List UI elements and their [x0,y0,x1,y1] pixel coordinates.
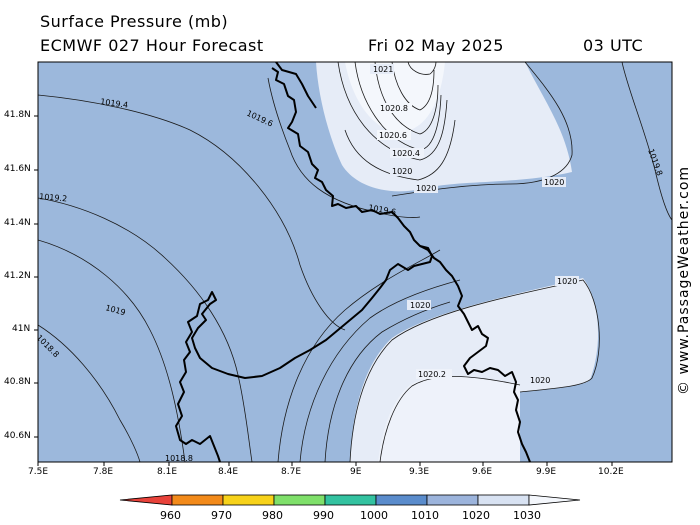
isobar-label-1019-2: 1019.2 [39,192,68,203]
colorbar-label-960: 960 [160,509,181,522]
isobar-1018-8 [38,324,141,462]
isobar-label-1020-north-b: 1020 [416,184,436,193]
lat-label-40-6: 40.6N [4,431,31,441]
isobar-label-1021: 1021 [373,65,393,74]
isobar-1019-2 [38,197,253,462]
colorbar-label-1030: 1030 [513,509,541,522]
isobar-1020-south [349,279,600,462]
mainland-coastline [275,62,317,109]
lon-label-9-9: 9.9E [536,467,556,477]
isobar-1019-6 [267,77,421,218]
isobar-label-1020-6: 1020.6 [379,131,407,140]
isobar-1020-north [391,62,573,197]
colorbar-label-990: 990 [313,509,334,522]
high-pressure-core-south [378,376,520,462]
lon-label-8-1: 8.1E [157,467,177,477]
lon-label-8-4: 8.4E [218,467,238,477]
corsica-coastline [175,67,433,462]
colorbar-label-1000: 1000 [360,509,388,522]
map-frame [37,61,673,463]
isobar-1020-6-north [374,62,439,135]
colorbar-label-1020: 1020 [462,509,490,522]
forecast-date: Fri 02 May 2025 [368,36,504,55]
isobar-label-1020-8: 1020.8 [380,104,408,113]
isobar-label-1020-2: 1020.2 [418,370,446,379]
isobar-1019-8 [621,62,672,221]
forecast-time: 03 UTC [583,36,644,55]
isobar-label-1020-north-c: 1020 [544,178,564,187]
lat-label-41-4: 41.4N [4,218,31,228]
colorbar-low-arrow [119,494,173,506]
colorbar-label-1010: 1010 [411,509,439,522]
isobar-label-1019-4: 1019.4 [100,97,129,110]
isobar-1020-north-inner [344,119,456,181]
isobar-label-1020-north-a: 1020 [392,167,412,176]
forecast-model: ECMWF 027 Hour Forecast [40,36,264,55]
colorbar [119,494,581,506]
colorbar-high-arrow [528,494,581,506]
isobar-label-1020-south-a: 1020 [557,277,577,286]
isobar-label-1020-south-c: 1020 [530,376,550,385]
longitude-ticks [37,462,613,466]
isobar-1019-9-south [299,279,461,462]
isobar-1020-8-north [391,62,435,111]
lat-label-41-2: 41.2N [4,271,31,281]
lat-label-40-8: 40.8N [4,377,31,387]
high-pressure-core-north [345,62,445,133]
lat-label-41: 41N [12,324,31,334]
lon-label-9: 9E [350,467,362,477]
lon-label-9-6: 9.6E [472,467,492,477]
isobar-1021-north [407,62,437,75]
lon-label-10-2: 10.2E [598,467,624,477]
isobar-label-1018-8-b: 1018.8 [165,454,193,463]
isobar-1019-7-south [277,249,441,462]
lon-label-7-8: 7.8E [93,467,113,477]
colorbar-label-970: 970 [211,509,232,522]
isobar-1019-4 [38,94,346,331]
latitude-ticks [34,115,38,438]
isobar-1020-2-south [379,376,521,462]
isobar-1020-south-inner [324,301,451,462]
lon-label-7-5: 7.5E [28,467,48,477]
lat-label-41-8: 41.8N [4,110,31,120]
colorbar-label-980: 980 [262,509,283,522]
isobar-label-1020-4: 1020.4 [392,149,420,158]
lon-label-9-3: 9.3E [409,467,429,477]
isobar-label-1020-south-b: 1020 [410,301,430,310]
map-title: Surface Pressure (mb) [40,12,229,31]
isobar-1019 [38,239,186,462]
lon-label-8-7: 8.7E [281,467,301,477]
lat-label-41-6: 41.6N [4,164,31,174]
sardinia-coastline [419,245,531,462]
